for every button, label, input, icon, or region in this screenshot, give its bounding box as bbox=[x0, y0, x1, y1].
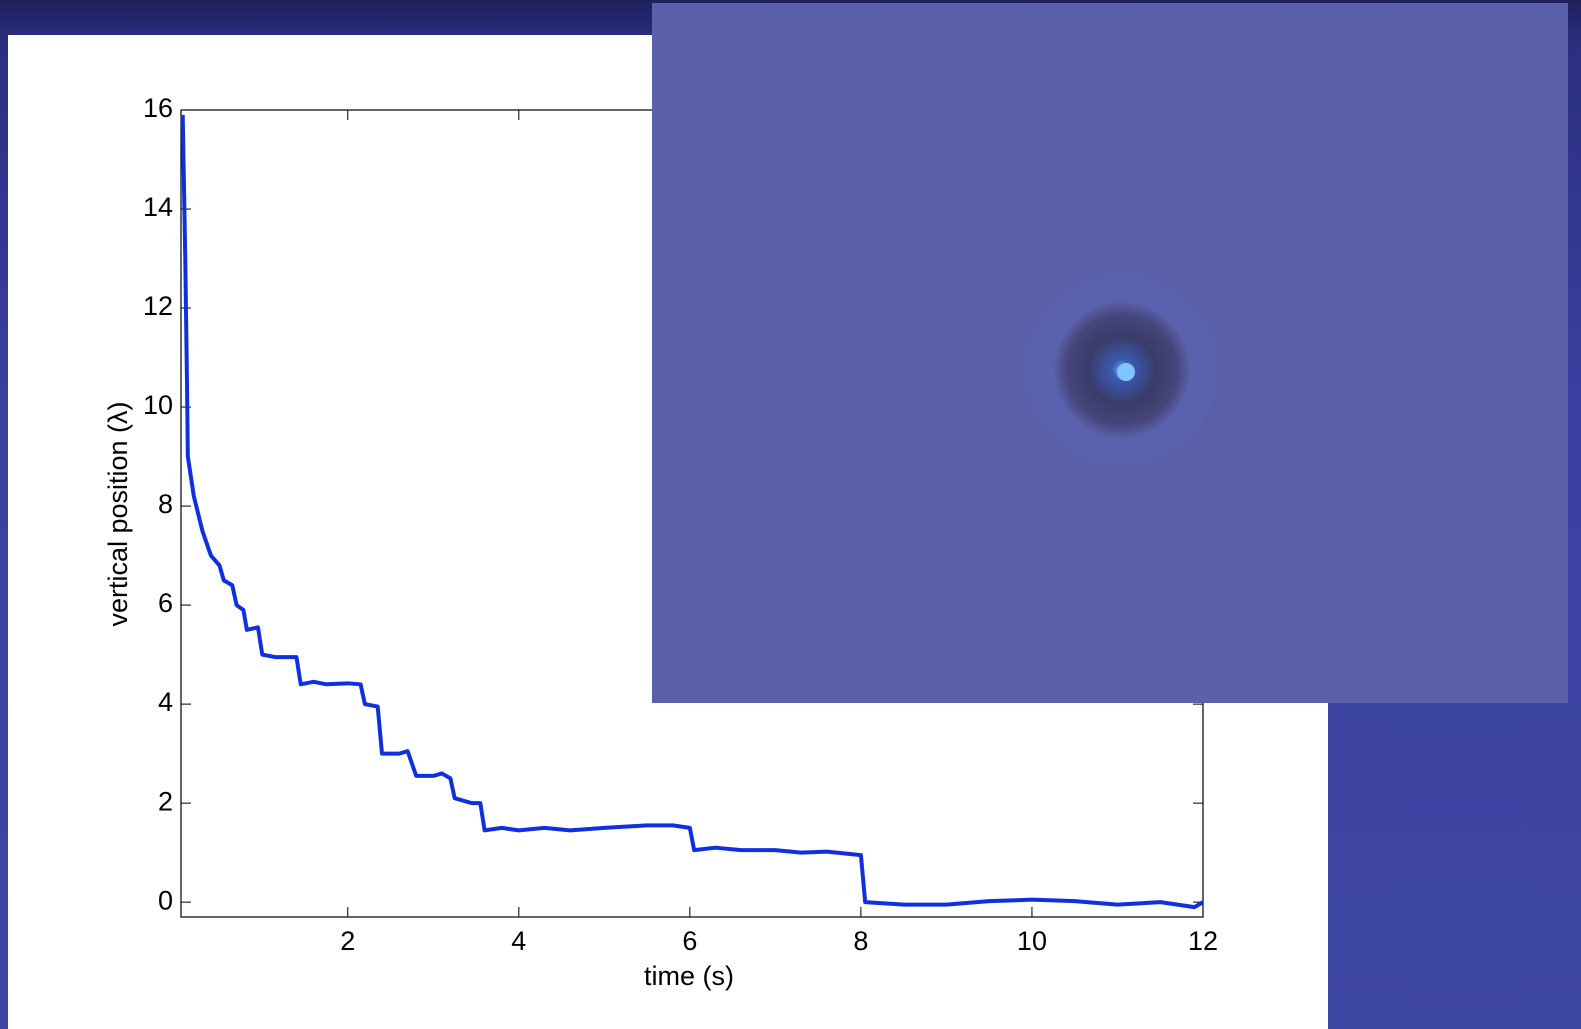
x-tick-label: 6 bbox=[682, 926, 697, 956]
x-axis-label: time (s) bbox=[644, 961, 734, 991]
y-tick-label: 12 bbox=[143, 291, 173, 321]
y-tick-label: 6 bbox=[158, 588, 173, 618]
y-tick-label: 16 bbox=[143, 93, 173, 123]
x-tick-label: 2 bbox=[340, 926, 355, 956]
data-line bbox=[180, 114, 1205, 910]
y-tick-label: 10 bbox=[143, 390, 173, 420]
y-tick-label: 0 bbox=[158, 885, 173, 915]
y-tick-label: 2 bbox=[158, 786, 173, 816]
x-tick-label: 10 bbox=[1017, 926, 1047, 956]
y-tick-label: 4 bbox=[158, 687, 173, 717]
y-tick-label: 14 bbox=[143, 192, 173, 222]
x-tick-label: 12 bbox=[1188, 926, 1218, 956]
y-axis-label: vertical position (λ) bbox=[103, 401, 133, 626]
photo-highlight bbox=[1117, 363, 1135, 381]
x-tick-label: 4 bbox=[511, 926, 526, 956]
x-tick-label: 8 bbox=[853, 926, 868, 956]
y-tick-label: 8 bbox=[158, 489, 173, 519]
